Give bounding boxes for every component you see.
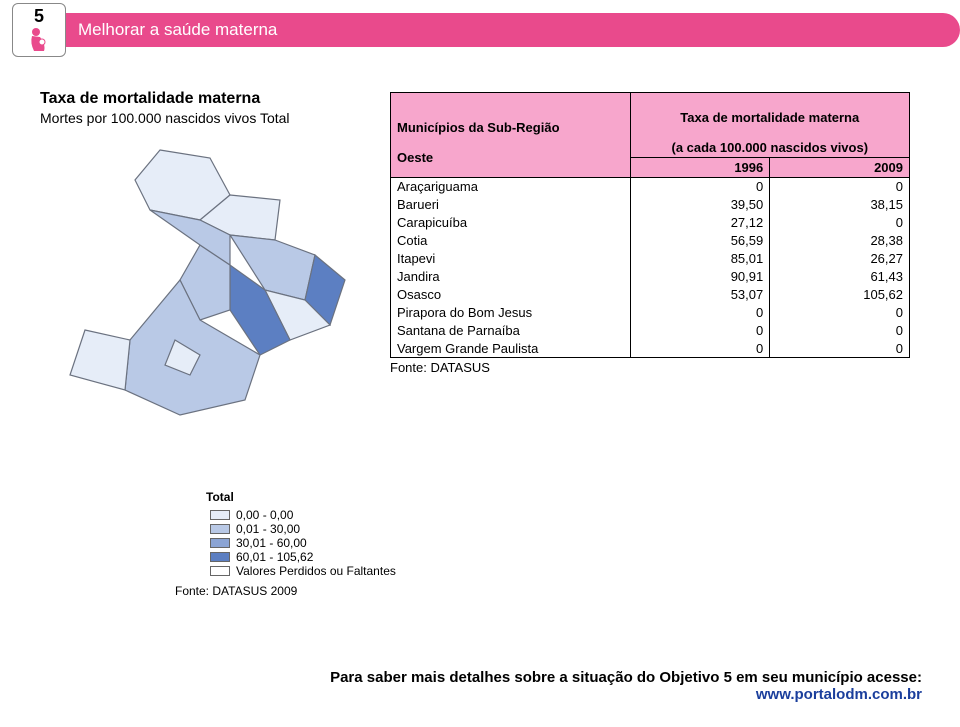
cell-name: Vargem Grande Paulista [391,340,631,358]
cell-v1: 56,59 [630,232,770,250]
header-band: 5 Melhorar a saúde materna [0,10,960,50]
cell-v1: 85,01 [630,250,770,268]
table-row: Pirapora do Bom Jesus00 [391,304,910,322]
cell-name: Pirapora do Bom Jesus [391,304,631,322]
header-title: Melhorar a saúde materna [78,20,277,40]
cell-v1: 0 [630,322,770,340]
legend-label: 0,01 - 30,00 [236,522,300,536]
objective-number: 5 [34,6,44,27]
legend-swatch [210,552,230,562]
legend-label: 0,00 - 0,00 [236,508,293,522]
cell-name: Carapicuíba [391,214,631,232]
col-header-year2: 2009 [770,158,910,178]
table-row: Carapicuíba27,120 [391,214,910,232]
table-row: Osasco53,07105,62 [391,286,910,304]
table-row: Araçariguama00 [391,178,910,196]
data-table: Municípios da Sub-Região Oeste Taxa de m… [390,92,910,358]
footer-url[interactable]: www.portalodm.com.br [756,686,922,703]
table-row: Itapevi85,0126,27 [391,250,910,268]
cell-name: Cotia [391,232,631,250]
legend-swatch [210,538,230,548]
cell-v1: 39,50 [630,196,770,214]
cell-v2: 28,38 [770,232,910,250]
legend-swatch [210,566,230,576]
cell-name: Araçariguama [391,178,631,196]
footer-link: Para saber mais detalhes sobre a situaçã… [330,669,922,703]
col-header-metric: Taxa de mortalidade materna (a cada 100.… [630,93,909,158]
legend-source: Fonte: DATASUS 2009 [175,584,297,598]
cell-v1: 53,07 [630,286,770,304]
cell-v1: 27,12 [630,214,770,232]
legend-title: Total [206,490,396,504]
legend-label: Valores Perdidos ou Faltantes [236,564,396,578]
legend-row: 0,00 - 0,00 [210,508,396,522]
cell-v2: 26,27 [770,250,910,268]
legend-swatch [210,524,230,534]
footer-text: Para saber mais detalhes sobre a situaçã… [330,669,922,686]
map-legend: Total 0,00 - 0,000,01 - 30,0030,01 - 60,… [210,490,396,578]
chart-subtitle: Mortes por 100.000 nascidos vivos Total [40,110,290,126]
cell-name: Santana de Parnaíba [391,322,631,340]
cell-v2: 0 [770,214,910,232]
legend-row: 60,01 - 105,62 [210,550,396,564]
table-row: Vargem Grande Paulista00 [391,340,910,358]
objective-badge: 5 [12,3,66,57]
cell-v1: 0 [630,340,770,358]
legend-row: 30,01 - 60,00 [210,536,396,550]
legend-label: 30,01 - 60,00 [236,536,307,550]
cell-v2: 0 [770,322,910,340]
cell-v2: 0 [770,178,910,196]
cell-v2: 0 [770,340,910,358]
map-region [70,330,130,390]
table-row: Barueri39,5038,15 [391,196,910,214]
cell-name: Osasco [391,286,631,304]
cell-name: Itapevi [391,250,631,268]
col-header-year1: 1996 [630,158,770,178]
cell-v2: 0 [770,304,910,322]
cell-v1: 0 [630,304,770,322]
legend-row: Valores Perdidos ou Faltantes [210,564,396,578]
legend-swatch [210,510,230,520]
cell-v2: 105,62 [770,286,910,304]
table-row: Santana de Parnaíba00 [391,322,910,340]
legend-row: 0,01 - 30,00 [210,522,396,536]
cell-name: Barueri [391,196,631,214]
chart-title: Taxa de mortalidade materna [40,90,260,108]
col-header-region: Municípios da Sub-Região Oeste [391,93,631,178]
header-title-bar: Melhorar a saúde materna [60,13,960,47]
table-source: Fonte: DATASUS [390,360,490,375]
cell-v2: 61,43 [770,268,910,286]
legend-label: 60,01 - 105,62 [236,550,313,564]
choropleth-map [30,140,350,440]
table-row: Cotia56,5928,38 [391,232,910,250]
table-row: Jandira90,9161,43 [391,268,910,286]
cell-v2: 38,15 [770,196,910,214]
cell-v1: 90,91 [630,268,770,286]
mother-icon [24,25,54,55]
cell-name: Jandira [391,268,631,286]
cell-v1: 0 [630,178,770,196]
